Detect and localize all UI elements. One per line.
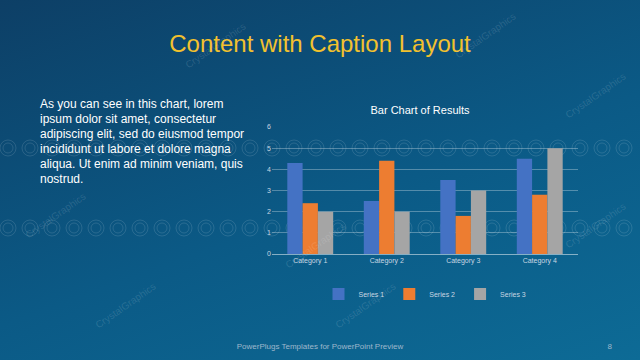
svg-text:Series 3: Series 3 <box>500 291 526 298</box>
svg-text:Bar Chart of Results: Bar Chart of Results <box>370 104 470 116</box>
svg-text:1: 1 <box>267 229 271 236</box>
svg-text:Category 3: Category 3 <box>446 257 480 265</box>
svg-text:2: 2 <box>267 208 271 215</box>
svg-text:4: 4 <box>267 166 271 173</box>
svg-text:Category 4: Category 4 <box>523 257 557 265</box>
svg-text:0: 0 <box>267 250 271 257</box>
svg-text:3: 3 <box>267 187 271 194</box>
svg-text:Category 2: Category 2 <box>370 257 404 265</box>
svg-text:Series 2: Series 2 <box>429 291 455 298</box>
svg-text:6: 6 <box>267 123 271 130</box>
svg-text:5: 5 <box>267 145 271 152</box>
